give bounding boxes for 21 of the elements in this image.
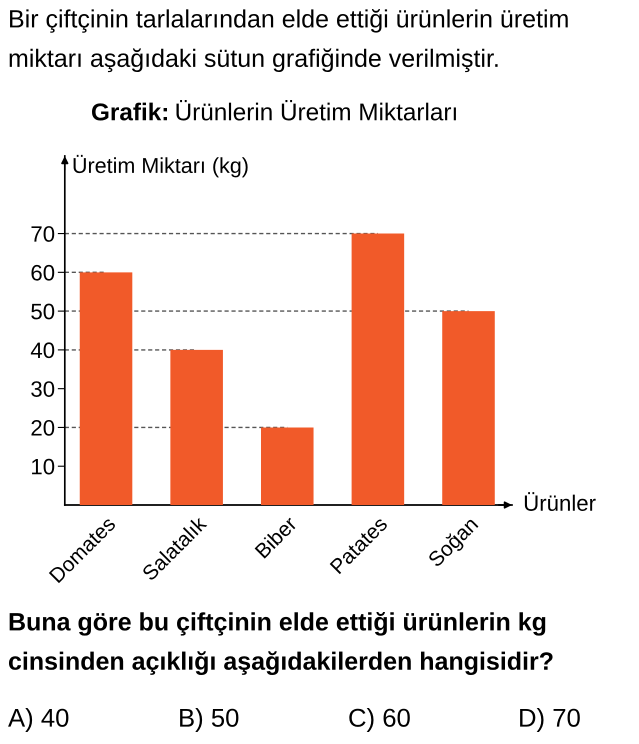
text: Bir çiftçinin tarlalarından elde ettiği ürünlerin üretim miktarı aşağıdaki sütun grafiğinde verilmiştir. <box>10 9 568 72</box>
bar <box>442 311 495 505</box>
y-tick-label: 70 <box>32 226 54 242</box>
text: A) 40 <box>8 708 68 732</box>
y-tick-label: 60 <box>31 264 54 281</box>
text: Buna göre bu çiftçinin elde ettiği ürünlerin kg cinsinden açıklığı aşağıdakilerden hangisidir? <box>8 612 553 675</box>
bar <box>80 272 132 505</box>
y-tick-label: 40 <box>30 342 54 358</box>
y-tick-label: 30 <box>31 381 54 397</box>
y-tick-label: 10 <box>32 458 54 474</box>
bar <box>170 350 223 505</box>
text: B) 50 <box>180 708 238 732</box>
y-tick-label: 20 <box>31 420 54 436</box>
bar <box>352 234 404 505</box>
text: C) 60 <box>349 708 410 732</box>
x-axis-title: Ürünler <box>524 492 596 511</box>
text: D) 70 <box>520 708 580 732</box>
y-tick-label: 50 <box>31 304 54 320</box>
chart-title: Grafik: Ürünlerin Üretim Miktarları <box>92 100 456 121</box>
y-axis-title: Üretim Miktarı (kg) <box>74 154 248 178</box>
bar <box>260 427 314 505</box>
